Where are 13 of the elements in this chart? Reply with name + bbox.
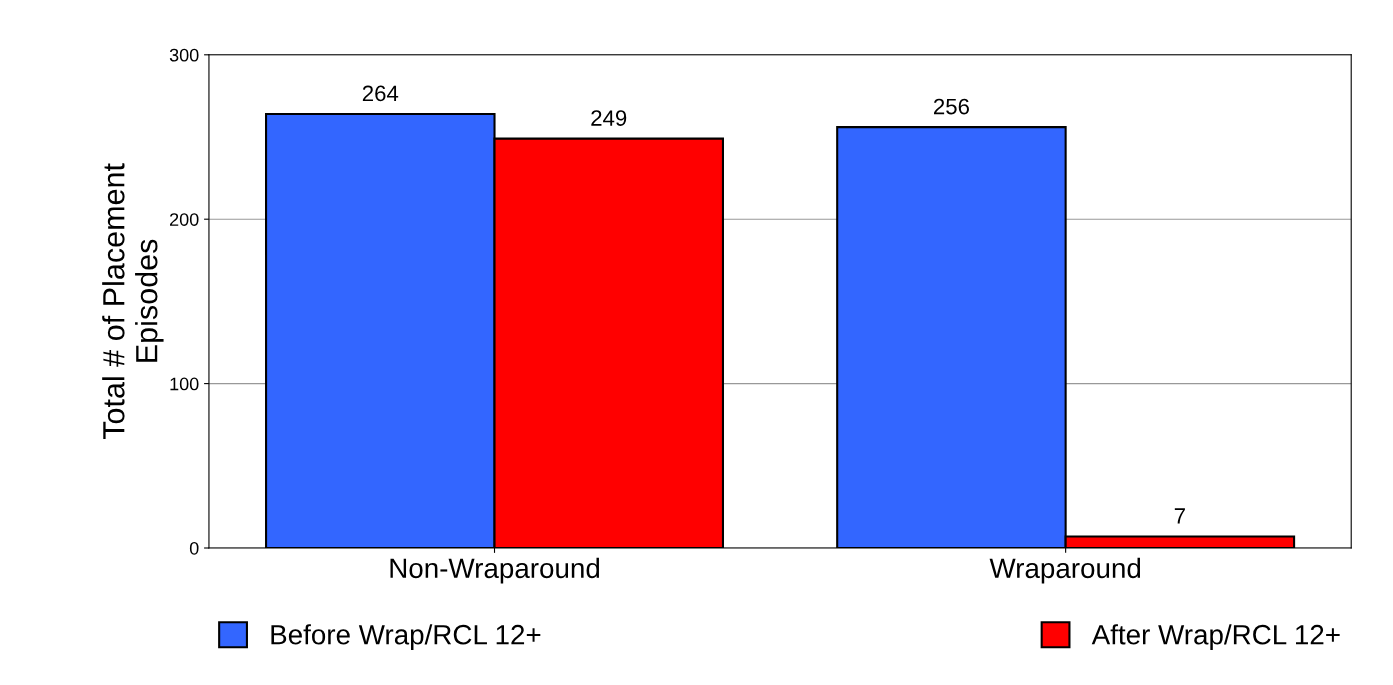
legend-label: After Wrap/RCL 12+ — [1091, 624, 1340, 651]
data-label: 249 — [591, 110, 627, 126]
data-label: 7 — [1174, 508, 1185, 524]
y-axis-title: Total # of Placement Episodes — [102, 163, 164, 440]
y-tick-label: 200 — [170, 213, 199, 226]
y-tick-label: 100 — [170, 377, 199, 391]
data-label: 256 — [934, 98, 969, 115]
x-tick-label: Wraparound — [989, 557, 1141, 584]
x-tick-label: Non-Wraparound — [390, 557, 600, 584]
y-tick-label: 0 — [189, 541, 199, 555]
legend-label: Before Wrap/RCL 12+ — [271, 624, 541, 651]
data-label: 264 — [362, 85, 399, 102]
y-tick-label: 300 — [169, 48, 199, 62]
